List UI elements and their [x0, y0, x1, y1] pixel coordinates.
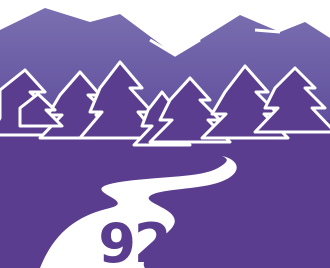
page: 92% (() => { const data = JSON.parse(doc…: [0, 0, 330, 268]
stat-value: 92%: [98, 212, 222, 268]
illustration: 92%: [0, 0, 330, 268]
